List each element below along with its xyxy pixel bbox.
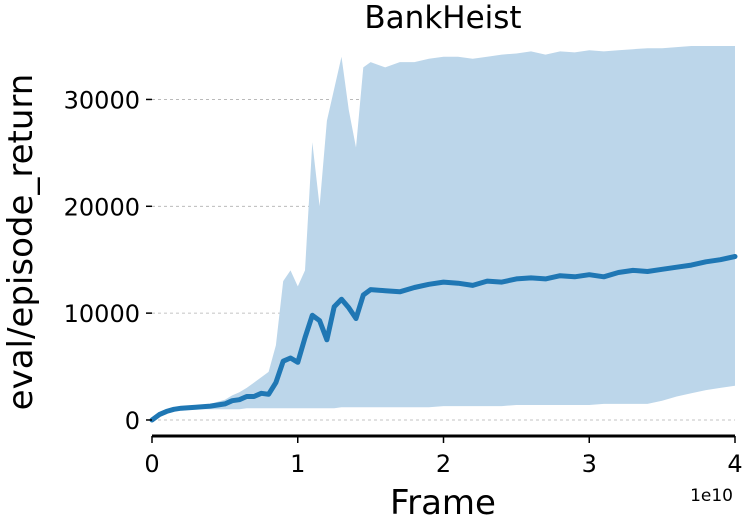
grid-lines xyxy=(152,99,735,421)
x-tick-label: 2 xyxy=(436,450,451,478)
chart-title: BankHeist xyxy=(364,0,521,36)
mean-series-line xyxy=(149,254,738,423)
y-axis-ticks: 0 10000 20000 30000 xyxy=(64,86,152,435)
x-tick-label: 0 xyxy=(144,450,159,478)
confidence-band xyxy=(152,46,735,420)
y-tick-label: 0 xyxy=(125,407,140,435)
y-tick-label: 10000 xyxy=(64,300,140,328)
x-axis-label: Frame xyxy=(390,483,496,523)
x-tick-label: 1 xyxy=(290,450,305,478)
x-axis-ticks: 0 1 2 3 4 xyxy=(144,436,742,478)
x-tick-label: 3 xyxy=(582,450,597,478)
x-tick-label: 4 xyxy=(727,450,742,478)
y-axis-label: eval/episode_return xyxy=(1,74,41,411)
y-tick-label: 20000 xyxy=(64,193,140,221)
x-axis-offset-label: 1e10 xyxy=(690,486,733,506)
y-tick-label: 30000 xyxy=(64,86,140,114)
